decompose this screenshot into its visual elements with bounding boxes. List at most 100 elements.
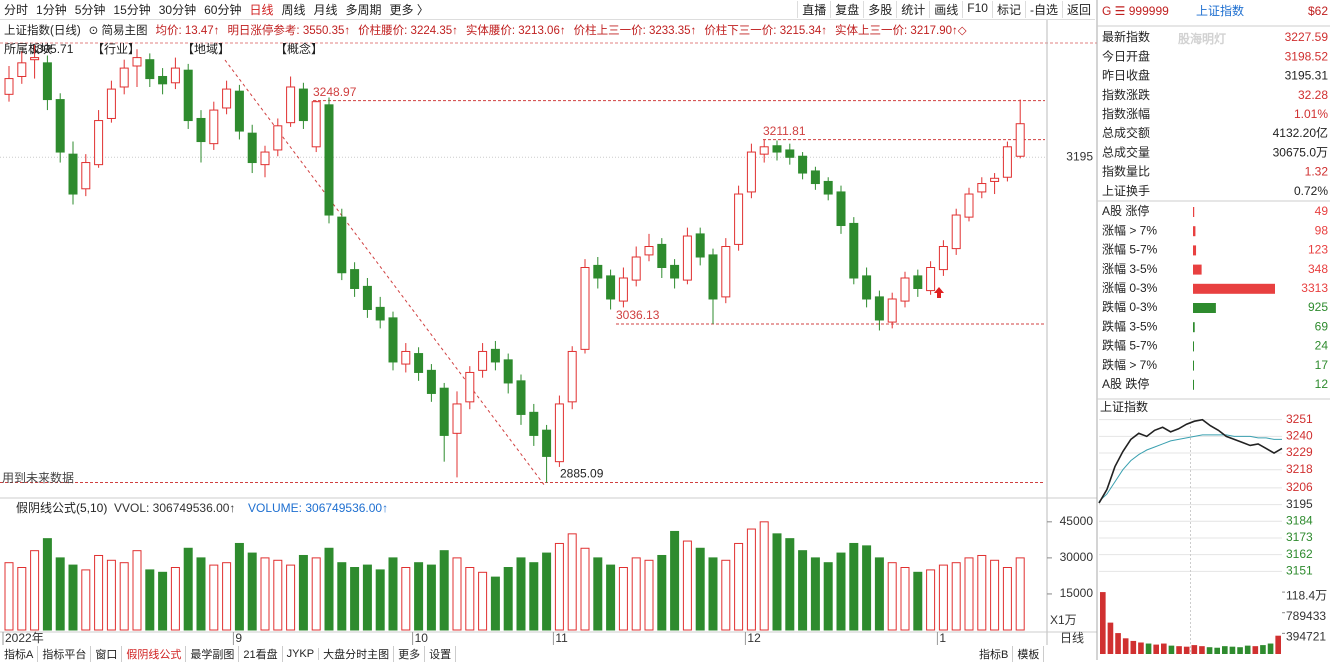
tab[interactable]: 最学副图 xyxy=(186,646,240,662)
tool-button[interactable]: F10 xyxy=(962,1,992,18)
intraday-volume-bar xyxy=(1138,642,1144,654)
y-tick-label: 3184 xyxy=(1286,513,1313,527)
volume-bar xyxy=(746,528,756,631)
period-tab[interactable]: 分时 xyxy=(4,3,29,17)
volume-bar xyxy=(938,564,948,631)
volume-bar xyxy=(145,569,155,631)
volume-bar xyxy=(209,564,219,631)
volume-bar xyxy=(81,569,91,631)
tab[interactable]: 假阴线公式 xyxy=(122,646,187,662)
breadth-bar xyxy=(1193,207,1195,217)
candle-body xyxy=(900,277,910,302)
tool-button[interactable]: 返回 xyxy=(1061,1,1095,18)
sector-tag: 【概念】 xyxy=(275,41,323,56)
template[interactable]: ⊙ 简易主图 xyxy=(88,25,148,37)
tool-button[interactable]: 画线 xyxy=(929,1,962,18)
period-tab[interactable]: 5分钟 xyxy=(74,3,106,17)
candle-body xyxy=(580,267,590,350)
period-tab[interactable]: 15分钟 xyxy=(113,3,151,17)
y-tick-label: 3229 xyxy=(1286,445,1313,459)
candle-body xyxy=(759,146,769,155)
stat-label: 指数涨跌 xyxy=(1102,87,1150,102)
tool-button[interactable]: 复盘 xyxy=(830,1,863,18)
volume-bar xyxy=(196,557,206,631)
period-tab[interactable]: 月线 xyxy=(313,3,338,17)
x-tick-label: 11 xyxy=(555,631,568,645)
breadth-label: 跌幅 3-5% xyxy=(1102,318,1158,333)
volume-bar xyxy=(721,559,731,631)
candle-body xyxy=(490,348,500,363)
y-tick-label: 3162 xyxy=(1286,547,1313,561)
candle-body xyxy=(951,214,961,250)
intraday-volume-bar xyxy=(1244,645,1251,654)
period-tab[interactable]: 更多 〉 xyxy=(389,3,429,17)
candle-body xyxy=(849,222,859,279)
intraday-volume-bar xyxy=(1214,647,1220,654)
volume-bar xyxy=(183,547,193,631)
volume-bar xyxy=(132,550,142,631)
volume-bar xyxy=(734,542,744,631)
tool-button[interactable]: 多股 xyxy=(863,1,896,18)
volume-bar xyxy=(670,530,680,631)
breadth-bar xyxy=(1193,341,1194,352)
candle-body xyxy=(990,177,1000,182)
watermark: 股海明灯 xyxy=(1178,31,1226,46)
tab[interactable]: 21看盘 xyxy=(239,646,283,662)
price-label: 3248.97 xyxy=(313,85,357,99)
tool-button[interactable]: -自选 xyxy=(1024,1,1062,18)
period-tab[interactable]: 1分钟 xyxy=(36,3,67,17)
volume-bar xyxy=(106,559,116,631)
volume-bar xyxy=(298,554,308,631)
candle-body xyxy=(42,62,52,101)
stat-value: 3195.31 xyxy=(1285,69,1329,83)
breadth-label: 涨幅 5-7% xyxy=(1102,242,1158,257)
candle-body xyxy=(426,369,436,394)
period-tab[interactable]: 60分钟 xyxy=(204,3,242,17)
candle-body xyxy=(234,90,244,132)
period-tabs: 分时 1分钟 5分钟 15分钟 30分钟 60分钟 日线 周线 月线 多周期 更多 〉 xyxy=(0,1,433,18)
intraday-volume-bar xyxy=(1100,592,1106,654)
chart-name: 上证指数(日线) xyxy=(4,25,81,37)
candle-body xyxy=(772,145,782,153)
breadth-label: 跌幅 > 7% xyxy=(1102,357,1157,372)
tool-button[interactable]: 直播 xyxy=(797,1,830,18)
candle-body xyxy=(810,170,820,185)
volume-bar xyxy=(490,576,500,631)
intraday-volume-bar xyxy=(1275,635,1281,654)
volume-bar xyxy=(772,533,782,631)
candle-body xyxy=(631,256,641,281)
volume-bar xyxy=(222,562,232,631)
volume-bar xyxy=(247,552,257,631)
stat-value: 32.28 xyxy=(1298,88,1328,102)
candle-body xyxy=(401,350,411,365)
tab[interactable]: 大盘分时主图 xyxy=(319,646,395,662)
tab[interactable]: 窗口 xyxy=(91,646,123,662)
stat-label: 指数量比 xyxy=(1102,164,1150,179)
tab[interactable]: 指标B xyxy=(975,646,1014,662)
breadth-label: A股 跌停 xyxy=(1102,376,1149,391)
volume-bar xyxy=(580,547,590,631)
tab[interactable]: 指标A xyxy=(0,646,39,662)
candle-body xyxy=(593,264,603,279)
volume-bar xyxy=(426,564,436,631)
indicator-title: 假阴线公式(5,10) xyxy=(16,501,107,515)
sector-tag: 【行业】 xyxy=(92,42,140,56)
tab[interactable]: 设置 xyxy=(425,646,457,662)
tab[interactable]: 更多 xyxy=(394,646,426,662)
tab[interactable]: JYKP xyxy=(283,648,320,660)
period-tab[interactable]: 周线 xyxy=(281,3,306,17)
intraday-volume-bar xyxy=(1191,645,1198,654)
tab[interactable]: 指标平台 xyxy=(38,646,92,662)
breadth-value: 17 xyxy=(1315,358,1329,372)
info-line: 上证指数(日线) ⊙ 简易主图 均价: 13.47↑ 明日涨停参考: 3550.3… xyxy=(0,20,971,40)
tab[interactable]: 模板 xyxy=(1013,646,1045,662)
volume-bar xyxy=(926,569,936,631)
tool-button[interactable]: 标记 xyxy=(991,1,1025,18)
period-tab[interactable]: 日线 xyxy=(249,3,274,17)
volume-bar xyxy=(964,557,974,631)
stat-label: 上证换手 xyxy=(1102,184,1150,198)
volume-bar xyxy=(516,557,526,631)
period-tab[interactable]: 30分钟 xyxy=(158,3,197,17)
period-tab[interactable]: 多周期 xyxy=(345,3,382,17)
tool-button[interactable]: 统计 xyxy=(896,1,929,18)
